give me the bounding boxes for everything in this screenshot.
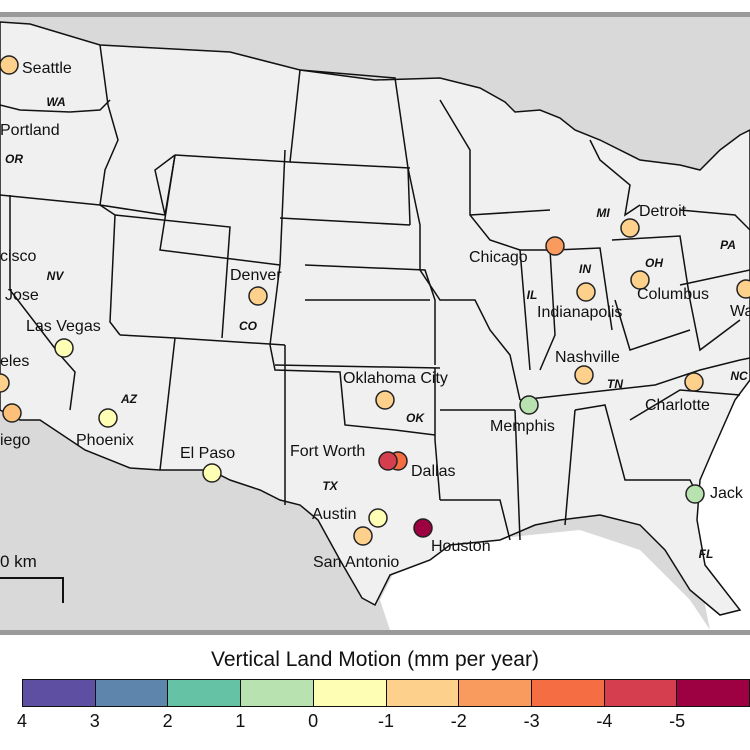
city-label-la: eles — [0, 353, 29, 370]
city-label-detroit: Detroit — [639, 203, 687, 220]
city-label-san-antonio: San Antonio — [313, 554, 399, 571]
legend-swatch-0 — [23, 680, 96, 706]
city-label-houston: Houston — [431, 538, 491, 555]
legend-tick-4: 0 — [308, 711, 319, 731]
city-label-nashville: Nashville — [555, 349, 620, 366]
legend-tick-labels: 4 3 2 1 0 -1 -2 -3 -4 -5 — [0, 711, 750, 741]
city-marker-phoenix[interactable] — [98, 408, 118, 428]
city-marker-los-angeles[interactable] — [0, 373, 10, 393]
state-labels: WA OR NV AZ CO TX OK IL IN OH MI PA TN N… — [5, 95, 748, 561]
city-marker-columbus[interactable] — [630, 270, 650, 290]
city-label-charlotte: Charlotte — [645, 397, 710, 414]
legend-tick-7: -3 — [523, 711, 540, 731]
gulf-of-mexico — [380, 530, 710, 630]
state-label-oh: OH — [645, 256, 663, 270]
city-marker-nashville[interactable] — [574, 365, 594, 385]
state-label-in: IN — [579, 262, 591, 276]
legend-swatch-4 — [313, 680, 387, 706]
city-labels: Seattle Portland cisco Jose Las Vegas el… — [0, 60, 750, 571]
legend-swatch-6 — [459, 680, 532, 706]
legend-tick-3: 1 — [235, 711, 246, 731]
state-label-or: OR — [5, 152, 23, 166]
city-label-austin: Austin — [312, 506, 356, 523]
state-label-ok: OK — [406, 411, 425, 425]
city-label-chicago: Chicago — [469, 249, 528, 266]
legend-tick-9: -5 — [669, 711, 686, 731]
city-marker-houston[interactable] — [413, 518, 433, 538]
legend-swatch-2 — [168, 680, 242, 706]
legend-tick-1: 3 — [89, 711, 100, 731]
city-marker-san-antonio[interactable] — [353, 526, 373, 546]
map-frame-bottom — [0, 630, 750, 635]
state-label-mi: MI — [596, 206, 610, 220]
legend-tick-0: 4 — [16, 711, 28, 731]
city-label-denver: Denver — [230, 267, 282, 284]
state-label-az: AZ — [120, 392, 138, 406]
state-label-co: CO — [239, 319, 258, 333]
legend-color-bar — [22, 679, 750, 707]
legend-tick-5: -1 — [377, 711, 395, 731]
state-label-pa: PA — [720, 238, 736, 252]
city-label-columbus: Columbus — [637, 286, 709, 303]
city-label-washington: Wa — [730, 303, 750, 320]
state-label-wa: WA — [46, 95, 65, 109]
city-label-seattle: Seattle — [22, 60, 72, 77]
city-marker-seattle[interactable] — [0, 55, 19, 75]
state-label-fl: FL — [699, 547, 714, 561]
city-marker-oklahoma-city[interactable] — [375, 390, 395, 410]
state-label-tx: TX — [322, 479, 338, 493]
city-marker-fort-worth[interactable] — [378, 451, 398, 471]
legend-tick-6: -2 — [450, 711, 467, 731]
legend-title: Vertical Land Motion (mm per year) — [211, 648, 539, 671]
city-marker-el-paso[interactable] — [202, 463, 222, 483]
city-marker-indianapolis[interactable] — [576, 282, 596, 302]
usa-land — [0, 21, 750, 616]
city-marker-las-vegas[interactable] — [54, 338, 74, 358]
city-label-indianapolis: Indianapolis — [537, 304, 622, 321]
city-label-dallas: Dallas — [411, 463, 455, 480]
city-label-fort-worth: Fort Worth — [290, 443, 365, 460]
state-label-tn: TN — [607, 377, 623, 391]
city-markers — [0, 55, 750, 546]
city-label-portland: Portland — [0, 122, 60, 139]
legend-swatch-7 — [531, 680, 605, 706]
mexico-land — [0, 470, 390, 630]
city-marker-austin[interactable] — [368, 508, 388, 528]
city-marker-denver[interactable] — [248, 286, 268, 306]
legend-swatch-9 — [677, 680, 750, 706]
scale-bar-label: 0 km — [0, 552, 37, 571]
city-marker-jacksonville[interactable] — [685, 484, 705, 504]
city-label-sj: Jose — [5, 287, 39, 304]
city-label-phoenix: Phoenix — [76, 432, 134, 449]
city-label-jacksonville: Jack — [710, 485, 744, 502]
city-marker-memphis[interactable] — [519, 395, 539, 415]
state-label-nv: NV — [47, 269, 65, 283]
legend-tick-2: 2 — [162, 711, 173, 731]
legend-swatch-8 — [604, 680, 678, 706]
city-marker-chicago[interactable] — [545, 236, 565, 256]
city-label-okc: Oklahoma City — [343, 370, 448, 387]
city-label-el-paso: El Paso — [180, 445, 235, 462]
map-frame-top — [0, 12, 750, 17]
city-label-sd: iego — [0, 432, 30, 449]
state-boundaries — [0, 44, 750, 541]
city-label-memphis: Memphis — [490, 418, 555, 435]
state-label-il: IL — [527, 288, 538, 302]
scale-bar: 0 km — [0, 552, 64, 603]
city-marker-detroit[interactable] — [620, 218, 640, 238]
state-label-nc: NC — [730, 369, 748, 383]
city-label-las-vegas: Las Vegas — [26, 318, 101, 335]
city-marker-san-diego[interactable] — [2, 403, 22, 423]
city-marker-charlotte[interactable] — [684, 372, 704, 392]
city-marker-washington[interactable] — [736, 279, 750, 299]
legend-tick-8: -4 — [596, 711, 613, 731]
city-label-sf: cisco — [0, 248, 37, 265]
legend-swatch-3 — [241, 680, 314, 706]
legend-swatch-1 — [95, 680, 169, 706]
legend-swatch-5 — [386, 680, 460, 706]
